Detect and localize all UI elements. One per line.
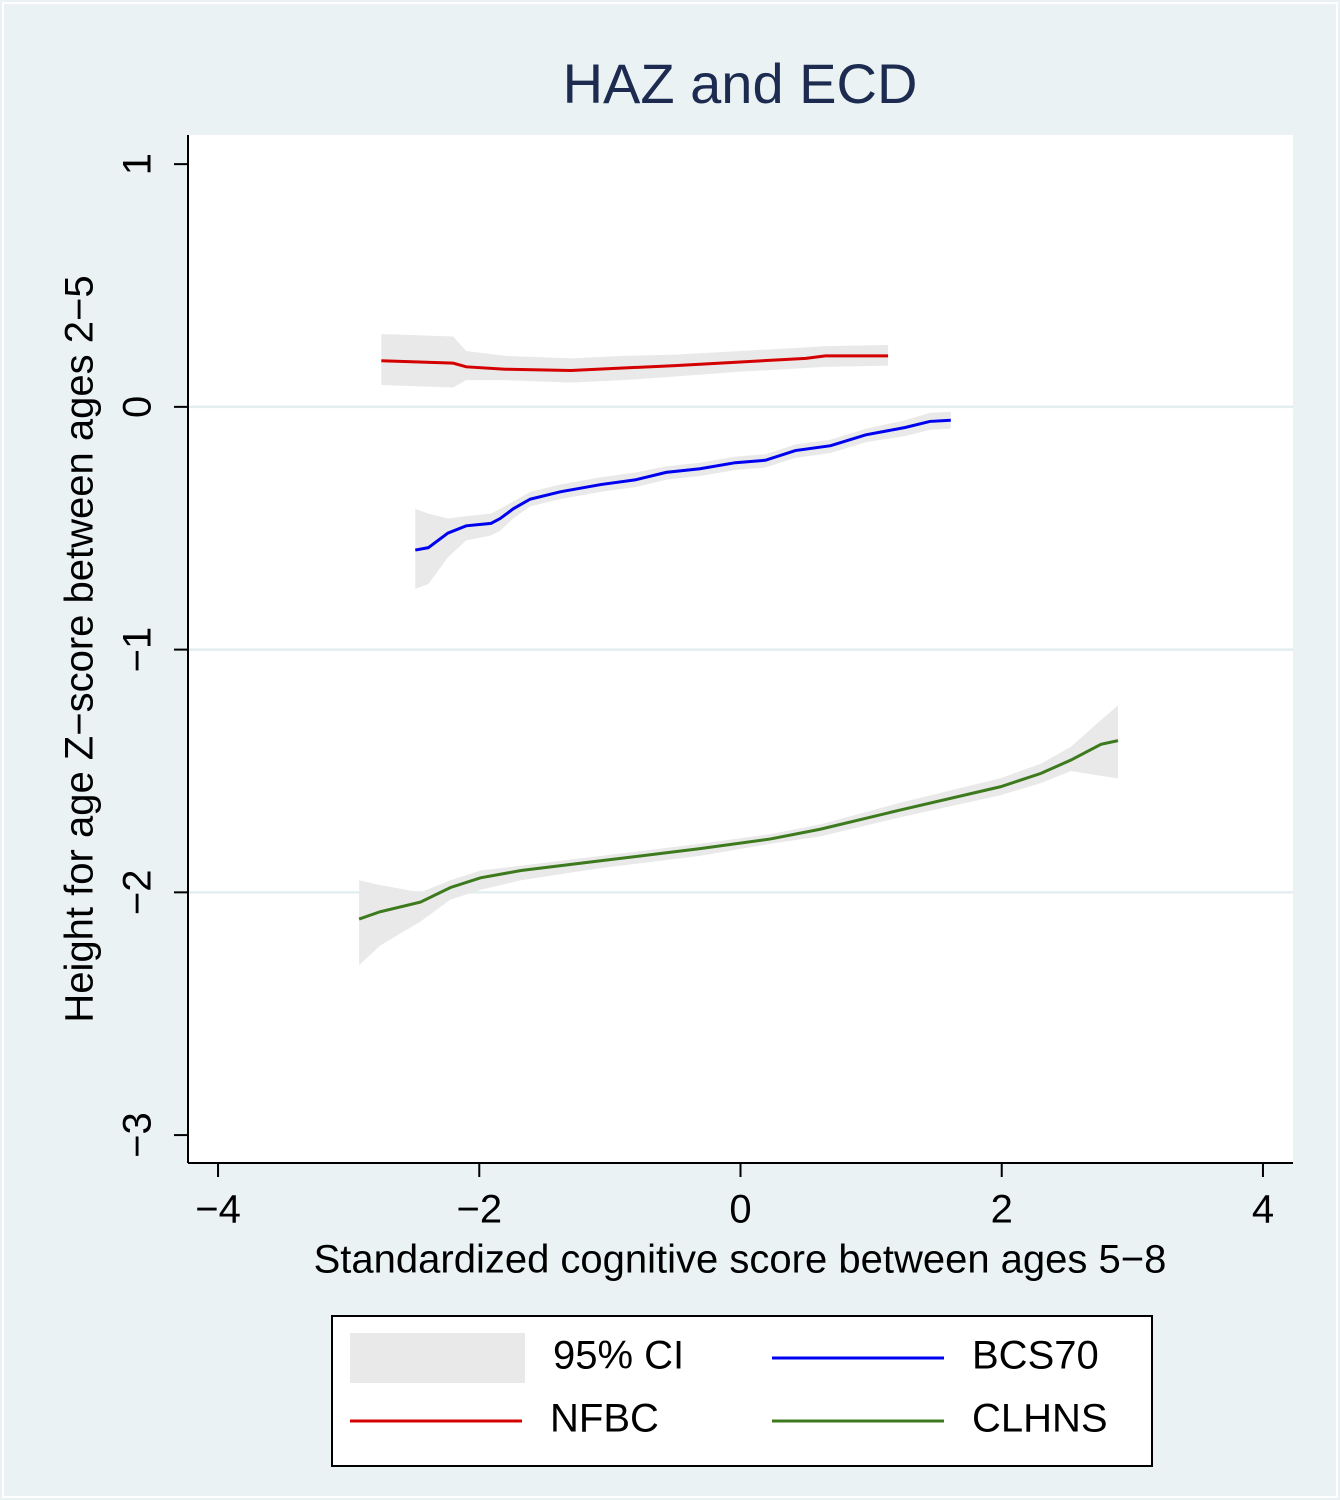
legend-label: BCS70 xyxy=(972,1334,1099,1378)
legend-swatch xyxy=(350,1333,525,1383)
x-tick-label: 4 xyxy=(1252,1188,1274,1232)
series-line xyxy=(358,739,1119,921)
y-tick-label: 1 xyxy=(116,153,160,175)
y-tick-label: −3 xyxy=(116,1112,160,1158)
y-axis-title: Height for age Z−score between ages 2−5 xyxy=(58,275,102,1022)
y-tick-label: 0 xyxy=(116,396,160,418)
x-tick-label: −4 xyxy=(195,1188,241,1232)
x-tick-label: −2 xyxy=(456,1188,502,1232)
legend-label: CLHNS xyxy=(972,1397,1108,1441)
y-tick-label: −2 xyxy=(116,870,160,916)
legend xyxy=(331,1315,1153,1467)
y-tick-label: −1 xyxy=(116,627,160,673)
x-tick-label: 0 xyxy=(729,1188,751,1232)
chart-title: HAZ and ECD xyxy=(563,52,918,115)
series-line xyxy=(414,418,951,552)
legend-label: NFBC xyxy=(550,1397,659,1441)
legend-label: 95% CI xyxy=(553,1334,684,1378)
series-line xyxy=(381,354,889,372)
ci-band xyxy=(381,334,889,388)
x-tick-label: 2 xyxy=(991,1188,1013,1232)
x-axis-title: Standardized cognitive score between age… xyxy=(314,1238,1167,1282)
